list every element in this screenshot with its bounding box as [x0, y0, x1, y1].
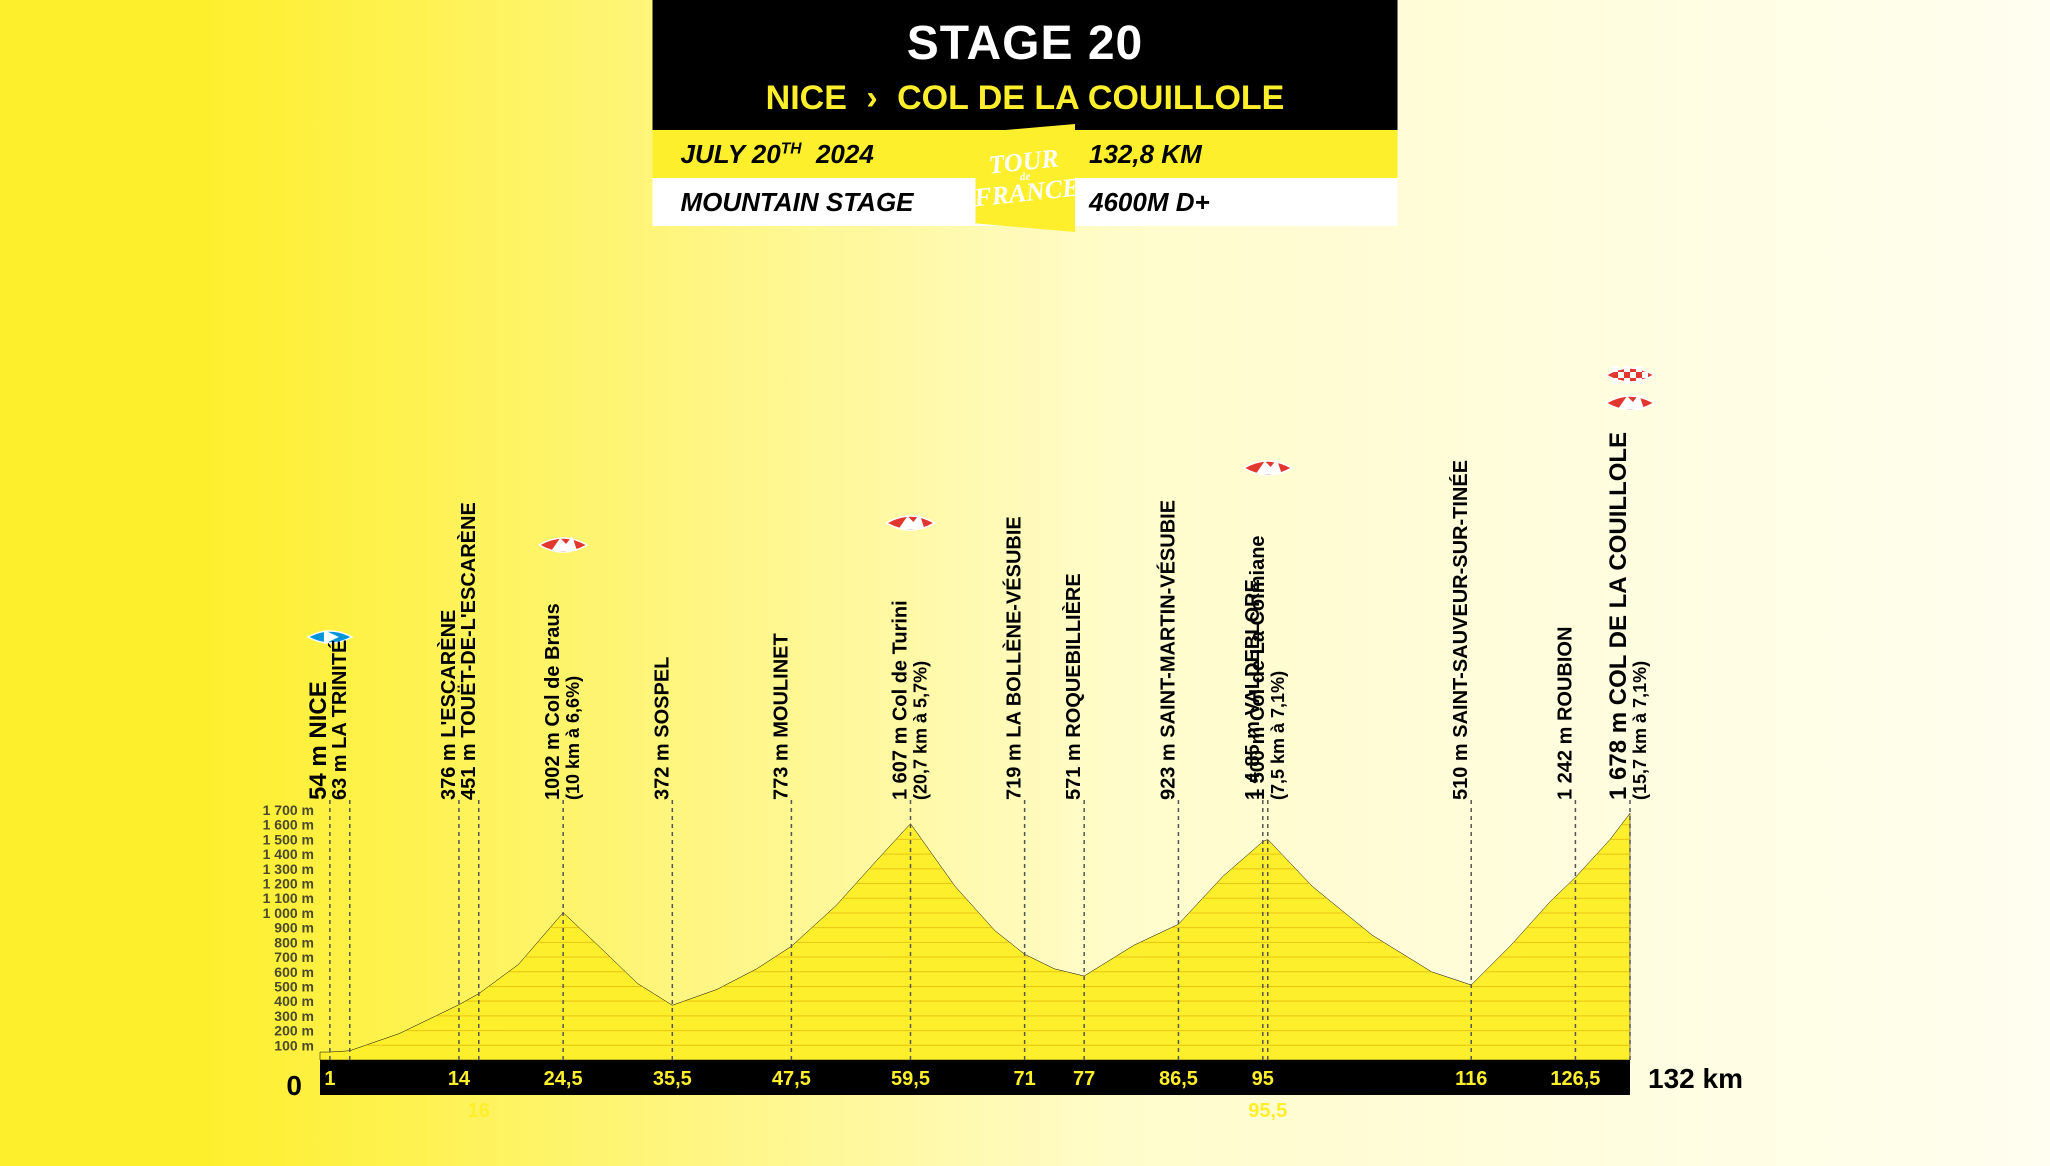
x-tick-label: 77 — [1073, 1068, 1095, 1090]
waypoint-label-group: 1 500 m Col de La Colmiane(7,5 km à 7,1%… — [1247, 535, 1288, 800]
y-tick-label: 100 m — [274, 1037, 314, 1053]
x-tick-label: 95,5 — [1248, 1100, 1287, 1120]
waypoint-label: 63 m LA TRINITÉ — [328, 640, 351, 800]
tour-de-france-logo: TOURdeFRANCE — [975, 124, 1075, 232]
route-chevron-icon: › — [866, 79, 877, 117]
y-tick-label: 1 600 m — [263, 817, 314, 833]
waypoint-label-group: 63 m LA TRINITÉ — [328, 640, 351, 800]
waypoint-detail: (20,7 km à 5,7%) — [910, 661, 930, 800]
y-tick-label: 1 000 m — [263, 905, 314, 921]
y-tick-label: 1 200 m — [263, 876, 314, 892]
x-tick-label: 47,5 — [772, 1068, 811, 1090]
waypoint-label-group: 571 m ROQUEBILLIÈRE — [1062, 573, 1085, 800]
x-tick-label: 86,5 — [1159, 1068, 1198, 1090]
y-tick-label: 700 m — [274, 949, 314, 965]
waypoint-label: 1 678 m COL DE LA COUILLOLE — [1605, 432, 1632, 800]
elevation-profile-polygon — [320, 813, 1630, 1060]
waypoint-label: 719 m LA BOLLÈNE-VÉSUBIE — [1003, 516, 1026, 800]
waypoint-label: 1 500 m Col de La Colmiane — [1247, 535, 1269, 800]
waypoint-label: 1 242 m ROUBION — [1554, 627, 1576, 800]
finish-marker-icon — [1606, 366, 1654, 410]
x-tick-label: 14 — [448, 1068, 471, 1090]
y-tick-label: 400 m — [274, 993, 314, 1009]
waypoint-label: 923 m SAINT-MARTIN-VÉSUBIE — [1156, 500, 1179, 800]
y-tick-label: 900 m — [274, 920, 314, 936]
waypoint-label: 372 m SOSPEL — [651, 657, 673, 800]
x-tick-label: 71 — [1013, 1068, 1035, 1090]
x-tick-label: 24,5 — [544, 1068, 583, 1090]
waypoint-label-group: 1 242 m ROUBION — [1554, 627, 1576, 800]
y-tick-label: 600 m — [274, 964, 314, 980]
route-end: COL DE LA COUILLOLE — [897, 79, 1284, 117]
waypoint-detail: (10 km à 6,6%) — [563, 676, 583, 800]
y-tick-label: 200 m — [274, 1023, 314, 1039]
waypoint-label-group: 923 m SAINT-MARTIN-VÉSUBIE — [1156, 500, 1179, 800]
x-tick-label: 35,5 — [653, 1068, 692, 1090]
waypoint-label-group: 773 m MOULINET — [770, 633, 792, 800]
y-tick-label: 1 100 m — [263, 890, 314, 906]
stage-date: JULY 20TH 2024 — [653, 139, 990, 170]
x-tick-label: 95 — [1252, 1068, 1274, 1090]
y-tick-label: 300 m — [274, 1008, 314, 1024]
stage-route: NICE › COL DE LA COUILLOLE — [653, 79, 1398, 130]
climb-marker-icon — [539, 536, 587, 552]
waypoint-label: 510 m SAINT-SAUVEUR-SUR-TINÉE — [1449, 460, 1472, 800]
waypoint-label-group: 1002 m Col de Braus(10 km à 6,6%) — [542, 603, 583, 800]
waypoint-label-group: 1 607 m Col de Turini(20,7 km à 5,7%) — [889, 600, 930, 800]
x-tick-label: 59,5 — [891, 1068, 930, 1090]
y-tick-label: 800 m — [274, 934, 314, 950]
waypoint-label-group: 451 m TOUËT-DE-L'ESCARÈNE — [457, 502, 480, 800]
climb-marker-icon — [886, 514, 934, 530]
climb-marker-icon — [1244, 459, 1292, 475]
waypoint-label: 571 m ROQUEBILLIÈRE — [1062, 573, 1085, 800]
stage-title: STAGE 20 — [653, 0, 1398, 79]
x-tick-label: 1 — [324, 1068, 335, 1090]
elevation-profile-svg: 100 m200 m300 m400 m500 m600 m700 m800 m… — [250, 240, 1750, 1120]
elevation-profile-chart: 100 m200 m300 m400 m500 m600 m700 m800 m… — [250, 240, 1750, 1120]
x-tick-label: 16 — [468, 1100, 490, 1120]
y-tick-label: 1 500 m — [263, 831, 314, 847]
y-tick-label: 500 m — [274, 978, 314, 994]
y-tick-label: 1 700 m — [263, 802, 314, 818]
waypoint-detail: (7,5 km à 7,1%) — [1268, 671, 1288, 800]
x-tick-label: 116 — [1455, 1068, 1487, 1090]
route-start: NICE — [766, 79, 847, 117]
waypoint-detail: (15,7 km à 7,1%) — [1630, 661, 1650, 800]
waypoint-label: 773 m MOULINET — [770, 633, 792, 800]
axis-zero-label: 0 — [286, 1070, 302, 1101]
stage-header: STAGE 20 NICE › COL DE LA COUILLOLE JULY… — [653, 0, 1398, 226]
waypoint-label-group: 510 m SAINT-SAUVEUR-SUR-TINÉE — [1449, 460, 1472, 800]
km-end-label: 132 km — [1648, 1063, 1743, 1094]
waypoint-label: 451 m TOUËT-DE-L'ESCARÈNE — [457, 502, 480, 800]
x-tick-label: 126,5 — [1550, 1068, 1600, 1090]
waypoint-label-group: 372 m SOSPEL — [651, 657, 673, 800]
waypoint-label: 1002 m Col de Braus — [542, 603, 564, 800]
y-tick-label: 1 400 m — [263, 846, 314, 862]
stage-type: MOUNTAIN STAGE — [653, 187, 990, 218]
waypoint-label: 376 m L'ESCARÈNE — [437, 610, 460, 800]
page-background: STAGE 20 NICE › COL DE LA COUILLOLE JULY… — [0, 0, 2050, 1166]
waypoint-label-group: 719 m LA BOLLÈNE-VÉSUBIE — [1003, 516, 1026, 800]
waypoint-label-group: 1 678 m COL DE LA COUILLOLE(15,7 km à 7,… — [1605, 432, 1650, 800]
y-tick-label: 1 300 m — [263, 861, 314, 877]
waypoint-label-group: 376 m L'ESCARÈNE — [437, 610, 460, 800]
waypoint-label: 1 607 m Col de Turini — [889, 600, 911, 800]
km-axis-band — [320, 1060, 1630, 1095]
